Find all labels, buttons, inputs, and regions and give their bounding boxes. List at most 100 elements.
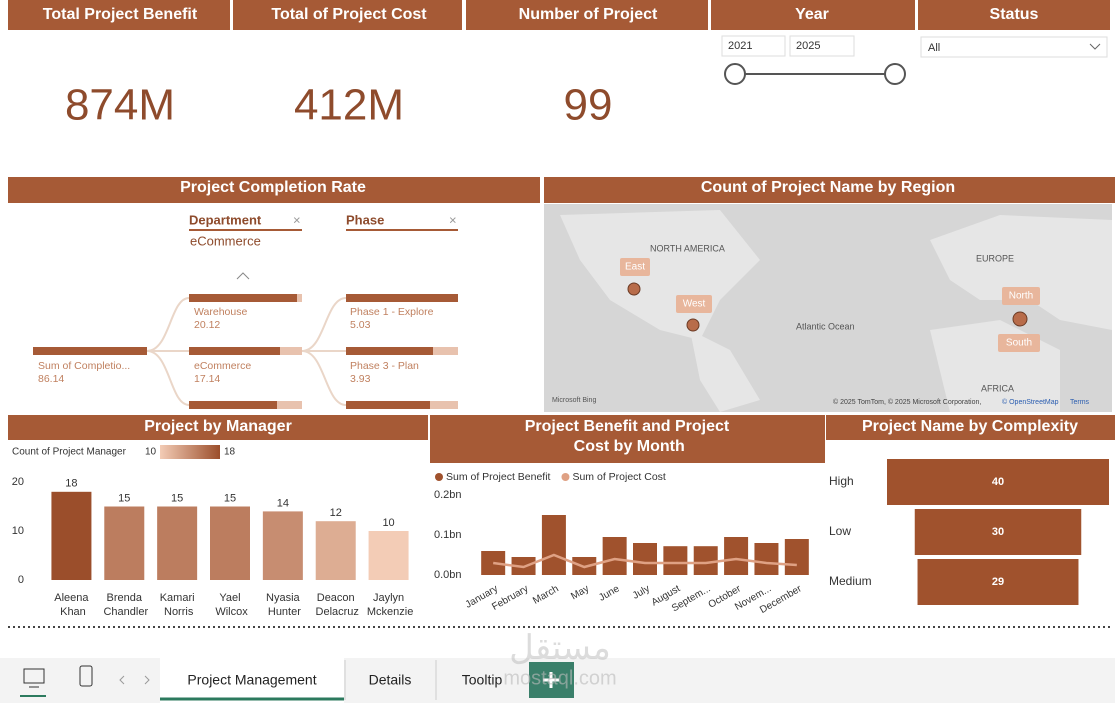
region-tag: [676, 295, 712, 313]
map-attribution: © 2025 TomTom, © 2025 Microsoft Corporat…: [833, 398, 981, 406]
dropdown-value: All: [928, 42, 940, 54]
tab-label[interactable]: Project Management: [187, 672, 316, 688]
y-tick-label: 20: [12, 476, 24, 488]
tab[interactable]: [160, 658, 344, 703]
legend-max: 18: [224, 447, 236, 458]
year-slicer[interactable]: 2021 2025: [721, 35, 906, 85]
node-label: Sum of Completio...: [38, 360, 130, 372]
x-tick-label: Aleena Khan: [54, 592, 89, 618]
node-value: 17.14: [194, 373, 220, 385]
header-bar: [711, 0, 915, 30]
bar: [157, 506, 198, 580]
data-label: 30: [992, 526, 1004, 538]
category-label: Medium: [829, 574, 872, 588]
data-label: 14: [277, 497, 289, 509]
place-label: Atlantic Ocean: [796, 321, 855, 331]
section-title: Project Benefit and Project Cost by Mont…: [525, 418, 730, 455]
y-tick-label: 0.1bn: [434, 529, 462, 541]
place-label: AFRICA: [981, 383, 1014, 393]
node-label: Phase 3 - Plan: [350, 360, 419, 372]
tab-label[interactable]: Tooltip: [462, 672, 503, 688]
decomposition-tree: Department × Phase × eCommerce Sum of Co…: [33, 212, 458, 409]
slicer-title: Year: [795, 6, 829, 23]
region-bubble[interactable]: [627, 282, 641, 296]
level-header: Department: [189, 212, 262, 227]
header-bar: [233, 0, 462, 30]
land: [930, 215, 1112, 330]
x-tick-label: Kamari Norris: [160, 592, 195, 618]
tab-label[interactable]: Details: [369, 672, 412, 688]
slider-handle[interactable]: [884, 63, 906, 85]
x-tick-label: Yael Wilcox: [212, 592, 248, 618]
slider-handle[interactable]: [724, 63, 746, 85]
node-bar: [33, 347, 147, 355]
data-label: 29: [992, 576, 1004, 588]
line: [493, 553, 797, 569]
node-bar: [346, 347, 433, 355]
kpi-value: 412M: [294, 81, 404, 130]
bar: [914, 509, 1082, 555]
bar: [602, 537, 627, 575]
scroll-up[interactable]: [236, 272, 250, 280]
region-tag: [998, 334, 1040, 352]
header-bar: [466, 0, 708, 30]
node-bar: [346, 401, 430, 409]
x-tick-label: Nyasia Hunter: [265, 592, 301, 618]
dropdown-arrow: [1089, 43, 1101, 50]
kpi-title: Number of Project: [519, 6, 658, 23]
y-tick-label: 0.2bn: [434, 489, 462, 501]
tab-scroll[interactable]: [119, 675, 150, 685]
kpi-value: 99: [564, 81, 613, 130]
year-end-box[interactable]: [789, 35, 855, 57]
section-title: Count of Project Name by Region: [701, 179, 955, 196]
data-label: 15: [118, 492, 130, 504]
section-bar: [544, 177, 1115, 203]
status-slicer[interactable]: All: [920, 36, 1108, 58]
close-icon[interactable]: ×: [293, 212, 301, 227]
legend-gradient: [160, 445, 220, 459]
data-label: 12: [330, 507, 342, 519]
y-tick-label: 0: [18, 574, 24, 586]
node-value: 86.14: [38, 373, 64, 385]
add-icon: [543, 672, 559, 688]
kpi-title: Total Project Benefit: [43, 6, 198, 23]
data-label: 10: [382, 517, 394, 529]
bar: [633, 543, 657, 575]
year-end: 2025: [796, 40, 820, 52]
bar: [917, 559, 1079, 605]
year-start-box[interactable]: [721, 35, 786, 57]
kpi-title: Total of Project Cost: [271, 6, 427, 23]
bar: [51, 491, 92, 580]
data-label: 18: [65, 478, 77, 490]
map-link[interactable]: Terms: [1070, 399, 1090, 406]
region-tag: [620, 258, 650, 276]
place-label: NORTH AMERICA: [650, 243, 725, 253]
legend-label: Sum of Project Cost: [572, 471, 665, 483]
header-bar: [8, 0, 230, 30]
kpi-value: 874M: [65, 81, 175, 130]
close-icon[interactable]: ×: [449, 212, 457, 227]
map-link[interactable]: © OpenStreetMap: [1002, 398, 1059, 406]
region-label: North: [1009, 291, 1033, 302]
dropdown[interactable]: [920, 36, 1108, 58]
desktop-view[interactable]: [20, 668, 46, 697]
legend-title: Count of Project Manager: [12, 447, 127, 458]
bar: [663, 546, 688, 575]
section-title: Project Name by Complexity: [862, 418, 1078, 435]
data-label: 15: [171, 492, 183, 504]
level-header: Phase: [346, 212, 384, 227]
legend-label: Sum of Project Benefit: [446, 471, 551, 483]
place-label: EUROPE: [976, 253, 1014, 263]
region-bubble[interactable]: [1012, 311, 1028, 327]
bar: [315, 521, 356, 580]
mobile-view[interactable]: [79, 665, 93, 687]
node-value: 5.03: [350, 319, 371, 331]
region-label: East: [625, 262, 645, 273]
watermark: mostaql.com: [503, 667, 616, 689]
land: [690, 330, 760, 412]
bar: [693, 546, 718, 575]
section-title: Project Completion Rate: [180, 179, 366, 196]
node-label: Phase 1 - Explore: [350, 306, 434, 318]
region-bubble[interactable]: [686, 318, 700, 332]
